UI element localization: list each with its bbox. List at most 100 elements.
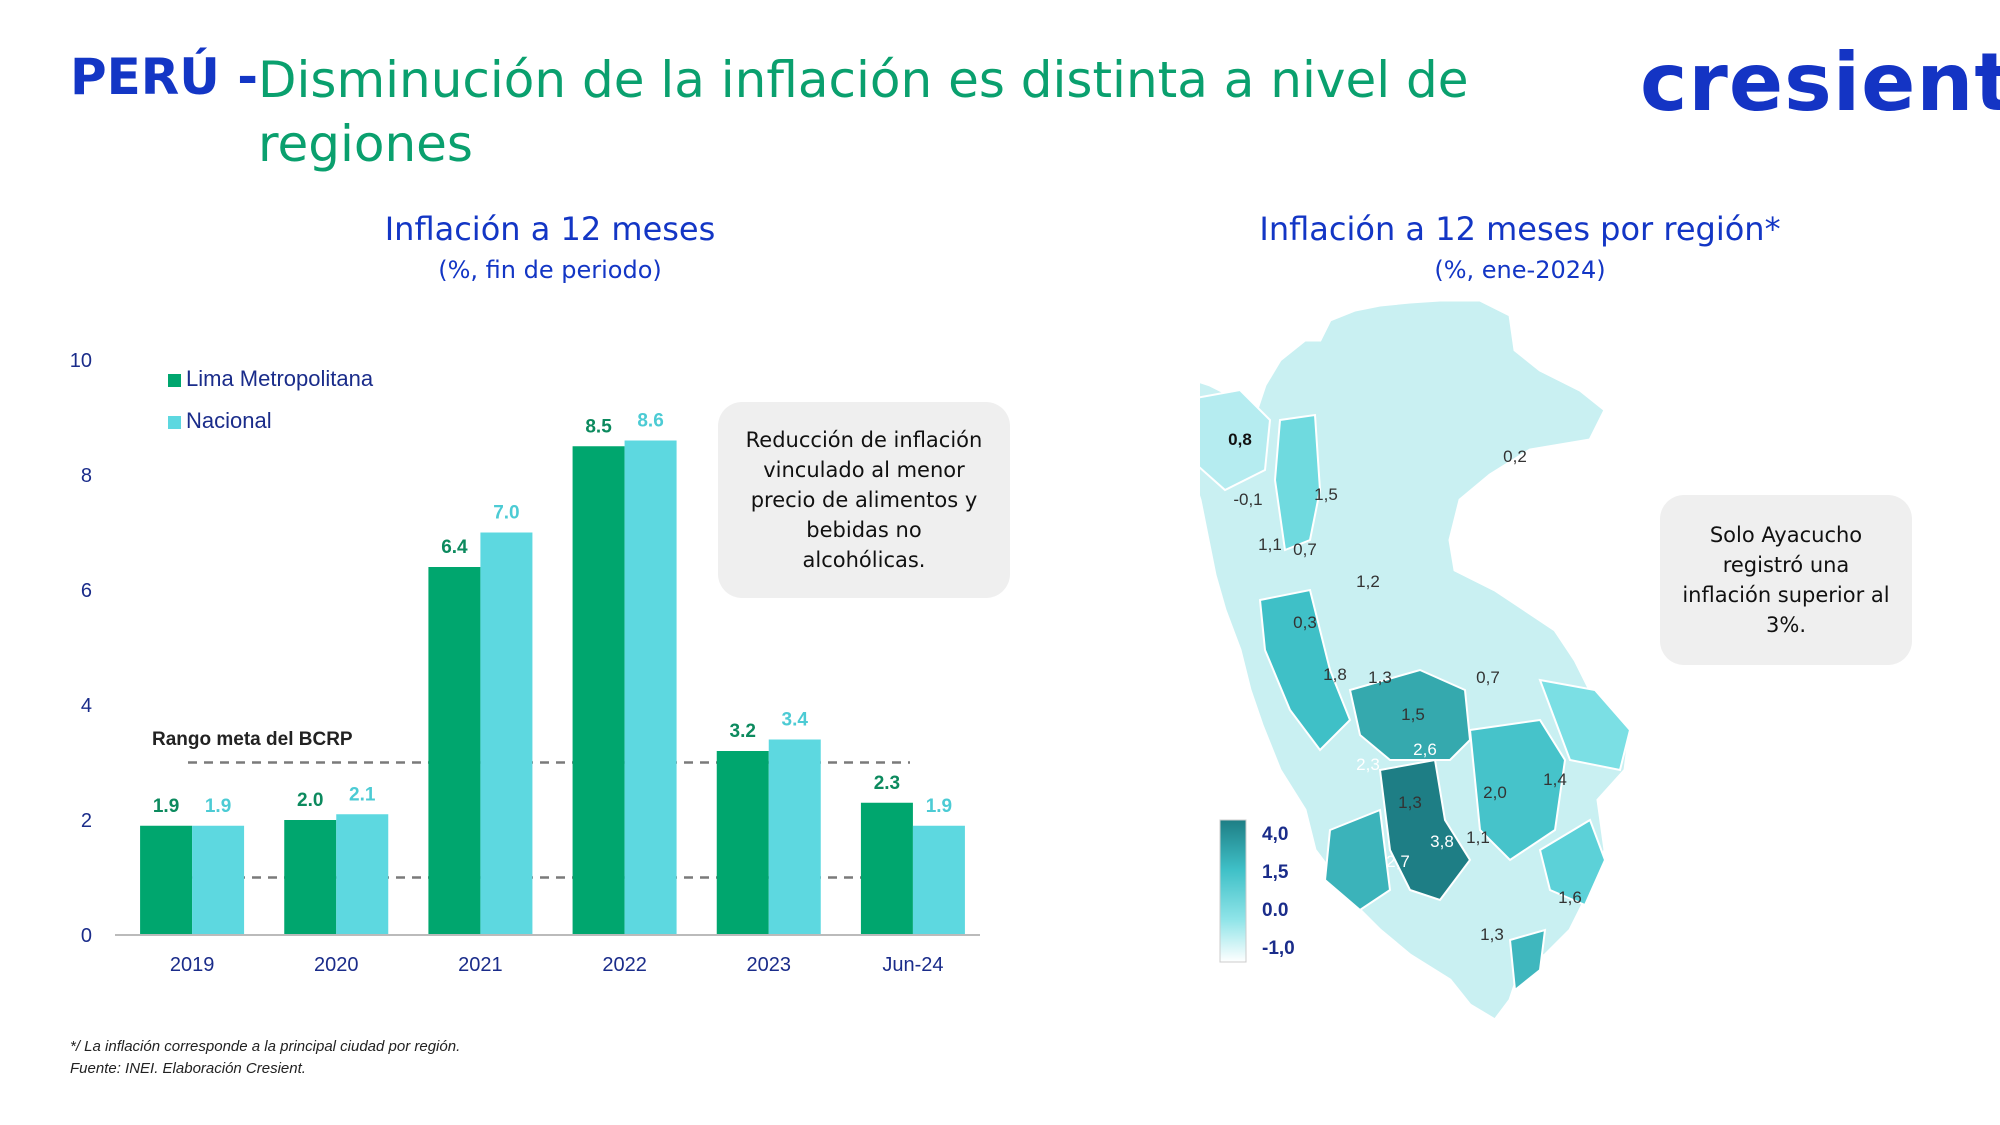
- bar-value-label: 1.9: [205, 796, 231, 817]
- map-region-value-label: 1,1: [1258, 535, 1282, 554]
- bar-nacional: [480, 532, 533, 935]
- bar-lima: [428, 567, 481, 935]
- footnote: */ La inflación corresponde a la princip…: [70, 1038, 461, 1055]
- left-callout: Reducción de inflación vinculado al meno…: [718, 402, 1010, 598]
- bars-group: [140, 440, 965, 935]
- x-axis-ticks: 2019 2020 2021 2022 2023 Jun-24: [170, 954, 944, 976]
- right-chart-subtitle: (%, ene-2024): [1434, 256, 1606, 284]
- map-region-ayacucho: [1378, 758, 1472, 902]
- y-tick-label: 10: [70, 350, 92, 372]
- x-tick-label: 2021: [458, 954, 503, 976]
- map-region-labels: 0,8 -0,1 1,5 0,2 1,1 0,7 1,2 0,3 1,8 1,3 0,7 1,5 2,3…: [1228, 430, 1582, 1014]
- y-tick-label: 8: [81, 465, 92, 487]
- map-region-value-label: 2,7: [1386, 852, 1410, 871]
- bar-value-label: 2.1: [349, 784, 376, 805]
- bar-nacional: [624, 440, 677, 935]
- map-color-scale: 4,0 1,5 0.0 -1,0: [1219, 819, 1295, 963]
- scale-label-mid-high: 1,5: [1262, 862, 1289, 883]
- y-axis-ticks: 0 2 4 6 8 10: [70, 350, 92, 947]
- map-region-value-label: 1,3: [1480, 925, 1504, 944]
- y-tick-label: 2: [81, 810, 92, 832]
- map-region-value-label: 0,8: [1228, 430, 1252, 449]
- bar-lima: [716, 751, 769, 935]
- map-region-value-label: 1,5: [1314, 485, 1338, 504]
- map-region-value-label: 2,3: [1356, 755, 1380, 774]
- map-region-amazonas: [1273, 413, 1322, 552]
- map-region-center: [1348, 668, 1472, 761]
- map-region-value-label: 1,8: [1323, 665, 1347, 684]
- map-region-value-label: 1,3: [1368, 668, 1392, 687]
- scale-label-zero: 0.0: [1262, 900, 1288, 921]
- map-region-value-label: 1,3: [1398, 793, 1422, 812]
- scale-label-min: -1,0: [1262, 938, 1295, 959]
- page-title-country: PERÚ -: [70, 48, 259, 106]
- bar-lima: [284, 820, 337, 935]
- legend-swatch-nacional: [168, 416, 181, 429]
- map-region-cusco: [1468, 718, 1567, 862]
- bar-value-label: 6.4: [441, 537, 468, 558]
- x-tick-label: Jun-24: [882, 954, 943, 976]
- bar-value-label: 1.9: [926, 796, 952, 817]
- legend-label-nacional: Nacional: [186, 408, 272, 433]
- map-region-value-label: 1,5: [1401, 705, 1425, 724]
- map-region-value-label: 2,6: [1413, 740, 1437, 759]
- x-tick-label: 2019: [170, 954, 215, 976]
- peru-region-map: 0,8 -0,1 1,5 0,2 1,1 0,7 1,2 0,3 1,8 1,3 0,7 1,5 2,3…: [1200, 298, 1632, 1022]
- bar-value-label: 2.0: [297, 790, 323, 811]
- map-region-madre-de-dios: [1538, 678, 1632, 772]
- map-region-value-label: 0,7: [1293, 540, 1317, 559]
- map-region-value-label: 1,2: [1356, 572, 1380, 591]
- bar-nacional: [912, 825, 965, 935]
- legend-swatch-lima: [168, 374, 181, 387]
- bar-nacional: [768, 739, 821, 935]
- y-tick-label: 0: [81, 925, 92, 947]
- scale-label-max: 4,0: [1262, 824, 1288, 845]
- map-region-value-label: 2,0: [1483, 783, 1507, 802]
- x-tick-label: 2022: [602, 954, 647, 976]
- map-region-value-label: 0,7: [1476, 668, 1500, 687]
- bar-lima: [860, 802, 913, 935]
- left-callout-text: Reducción de inflación vinculado al meno…: [745, 428, 983, 572]
- map-region-value-label: 2,3: [1528, 995, 1552, 1014]
- x-tick-label: 2020: [314, 954, 359, 976]
- target-range-label: Rango meta del BCRP: [152, 729, 353, 750]
- left-chart-subtitle: (%, fin de periodo): [438, 256, 662, 284]
- cresient-logo: cresient: [1640, 36, 2000, 129]
- bar-value-label: 3.4: [782, 710, 809, 731]
- map-region-value-label: 0,3: [1293, 613, 1317, 632]
- bar-value-label: 3.2: [730, 721, 756, 742]
- right-callout-text: Solo Ayacucho registró una inflación sup…: [1682, 523, 1890, 637]
- y-tick-label: 4: [81, 695, 92, 717]
- map-region-value-label: -0,1: [1233, 490, 1262, 509]
- bar-nacional: [336, 814, 389, 935]
- map-region-central-coast: [1258, 588, 1352, 752]
- map-region-value-label: 3,8: [1430, 832, 1454, 851]
- bar-nacional: [192, 825, 245, 935]
- bar-value-label: 8.5: [585, 416, 612, 437]
- bar-lima: [140, 825, 193, 935]
- map-region-value-label: 1,6: [1558, 888, 1582, 907]
- map-region-puno: [1538, 818, 1607, 907]
- map-region-value-label: 1,4: [1543, 770, 1567, 789]
- map-region-south-coast: [1323, 808, 1392, 912]
- bar-lima: [572, 446, 625, 935]
- right-callout: Solo Ayacucho registró una inflación sup…: [1660, 495, 1912, 665]
- bar-value-labels: 1.9 1.9 2.0 2.1 6.4 7.0 8.5 8.6 3.2 3.4 2.3 1.9: [153, 411, 952, 817]
- legend-label-lima: Lima Metropolitana: [186, 366, 374, 391]
- left-chart-title: Inflación a 12 meses: [384, 210, 716, 248]
- bar-value-label: 7.0: [493, 503, 519, 524]
- map-region-value-label: 1,1: [1466, 828, 1490, 847]
- x-tick-label: 2023: [747, 954, 792, 976]
- page-title: Disminución de la inflación es distinta …: [258, 51, 1469, 173]
- bar-value-label: 1.9: [153, 796, 179, 817]
- map-region-value-label: 0,2: [1503, 447, 1527, 466]
- right-chart-title: Inflación a 12 meses por región*: [1259, 210, 1781, 248]
- map-region-tacna: [1508, 928, 1547, 992]
- color-scale-bar: [1219, 819, 1247, 963]
- bar-value-label: 2.3: [874, 773, 900, 794]
- map-region-north-coast: [1200, 388, 1272, 492]
- bar-value-label: 8.6: [637, 411, 663, 432]
- inflation-bar-chart: 0 2 4 6 8 10 1.9 1.9 2.0 2.1 6.4 7.0 8.5 8.6 3.2 3.4 2.…: [70, 350, 980, 976]
- y-tick-label: 6: [81, 580, 92, 602]
- source-note: Fuente: INEI. Elaboración Cresient.: [70, 1060, 306, 1077]
